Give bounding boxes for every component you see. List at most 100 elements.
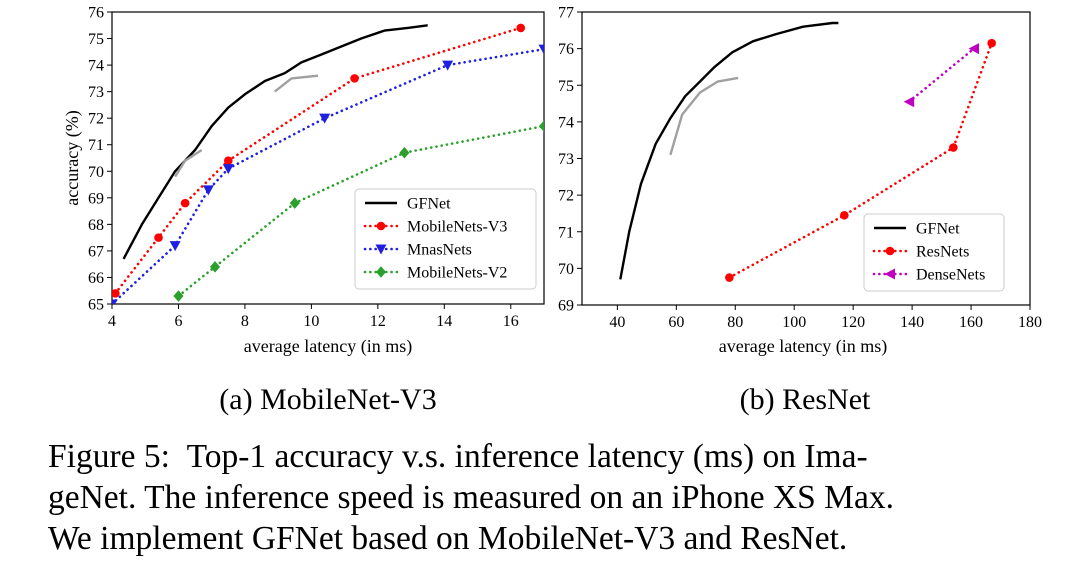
- panel-a-ytick-label: 71: [88, 137, 104, 154]
- panel-a-point-mnasnets: [169, 241, 181, 252]
- panel-a-ytick-label: 76: [88, 5, 104, 22]
- panel-a-legend-label-mnasnets: MnasNets: [407, 242, 472, 259]
- panel-a-ylabel: accuracy (%): [62, 110, 83, 205]
- panel-b-point-resnets: [725, 273, 734, 282]
- panel-a-point-mobilenets-v2: [539, 120, 544, 132]
- panel-a-xtick-label: 8: [241, 313, 249, 330]
- panel-a-series: [112, 23, 544, 304]
- panel-a-point-mobilenets-v2: [210, 261, 221, 273]
- panel-a-ytick-label: 73: [88, 84, 104, 101]
- figure-caption: Figure 5: Top-1 accuracy v.s. inference …: [48, 436, 1048, 559]
- panel-b-ytick-label: 69: [558, 298, 574, 315]
- panel-b-xtick-label: 160: [959, 314, 983, 331]
- panel-a-point-mobilenets-v3: [350, 74, 359, 83]
- panel-b-legend-box: [863, 213, 1005, 292]
- panel-b-series-line-gfnet-variant: [669, 76, 739, 156]
- panel-b-xtick-label: 80: [727, 314, 743, 331]
- caption-line-1-text: Top-1 accuracy v.s. inference latency (m…: [186, 438, 868, 475]
- caption-line-2: geNet. The inference speed is measured o…: [48, 479, 894, 516]
- panel-a-xtick-label: 10: [303, 313, 319, 330]
- panel-b-point-resnets: [987, 38, 996, 48]
- panel-b-legend-label-gfnet: GFNet: [916, 221, 960, 238]
- panel-b-series: [619, 21, 996, 282]
- panel-b-ytick-label: 76: [558, 41, 574, 58]
- panel-a-series-line-gfnet: [122, 24, 428, 260]
- caption-line-3: We implement GFNet based on MobileNet-V3…: [48, 520, 848, 557]
- panel-a-xtick-label: 4: [108, 313, 116, 330]
- panel-b-xlabel: average latency (in ms): [719, 336, 887, 357]
- panel-a-point-mobilenets-v2: [173, 290, 184, 302]
- panel-b-ytick-label: 73: [558, 151, 574, 168]
- panel-a-ytick-label: 72: [88, 111, 104, 128]
- panel-a-ytick-label: 75: [88, 31, 104, 48]
- panel-b-series-line-gfnet: [619, 21, 839, 280]
- panel-a-ytick-label: 68: [88, 217, 104, 234]
- panel-a-point-mobilenets-v2: [289, 197, 300, 209]
- panel-a-series-line-mobilenets-v3: [114, 26, 523, 295]
- panel-b-series-line-resnets: [728, 41, 994, 279]
- panel-a-subcaption: (a) MobileNet-V3: [219, 383, 436, 416]
- panel-b-ytick-label: 75: [558, 78, 574, 95]
- panel-b-point-densenets: [968, 43, 979, 55]
- panel-a-point-mobilenets-v3: [516, 23, 526, 33]
- panel-a-ytick-label: 74: [88, 58, 104, 75]
- panel-b-xtick-label: 180: [1018, 314, 1042, 331]
- panel-a-xtick-label: 12: [370, 313, 386, 330]
- panel-a-legend-marker-mobilenets-v2: [376, 266, 386, 278]
- panel-a-legend-label-mobilenets-v3: MobileNets-V3: [407, 219, 507, 236]
- panel-a-point-mnasnets: [319, 113, 331, 124]
- panel-a-ytick-label: 69: [88, 190, 104, 207]
- panel-b-ytick-label: 77: [558, 5, 574, 22]
- panel-a-point-mnasnets: [202, 185, 214, 196]
- panel-b-ytick-label: 72: [558, 188, 574, 205]
- panel-a-legend-marker-mnasnets: [375, 244, 387, 255]
- panel-a-point-mnasnets: [442, 60, 454, 71]
- caption-line-1: Figure 5: Top-1 accuracy v.s. inference …: [48, 436, 1048, 477]
- panel-b-point-resnets: [949, 143, 958, 152]
- panel-b-xtick-label: 60: [668, 314, 684, 331]
- panel-b-ytick-label: 71: [558, 224, 574, 241]
- panel-b-legend-label-densenets: DenseNets: [916, 267, 985, 284]
- panel-a-legend-marker-mobilenets-v3: [376, 221, 386, 231]
- panel-b-xtick-label: 40: [609, 314, 625, 331]
- panel-a-xlabel: average latency (in ms): [244, 336, 412, 357]
- panel-b-ticks: 40 60 80 100 120 140 160 180 69 70 71 72 73 74 75 76 77: [558, 5, 1042, 332]
- panel-a-ytick-label: 67: [88, 243, 104, 260]
- panel-b-series-line-densenets: [907, 47, 976, 103]
- panel-b-legend: GFNet ResNets DenseNets: [863, 213, 1005, 292]
- panel-a-point-mobilenets-v3: [180, 198, 190, 208]
- panel-b-xtick-label: 100: [782, 314, 806, 331]
- panel-a-point-mobilenets-v2: [399, 146, 410, 159]
- panel-b-resnet: 40 60 80 100 120 140 160 180697071727374757677 …: [558, 5, 1042, 417]
- panel-a-point-mobilenets-v3: [112, 289, 120, 298]
- panel-a-point-mobilenets-v3: [224, 156, 233, 165]
- panel-a-point-mnasnets: [538, 44, 544, 55]
- panel-b-legend-marker-resnets: [885, 246, 895, 256]
- panel-a-axes-frame: [111, 11, 545, 305]
- panel-a-ytick-label: 66: [88, 270, 104, 287]
- panel-a-legend: GFNet MobileNets-V3 MnasNets MobileNets-V2: [354, 188, 537, 290]
- panel-b-point-densenets: [903, 96, 915, 108]
- panel-a-ytick-label: 70: [88, 164, 104, 181]
- panel-b-subcaption: (b) ResNet: [740, 383, 871, 416]
- panel-a-xtick-label: 16: [503, 313, 519, 330]
- panel-a-point-mobilenets-v3: [154, 233, 163, 242]
- panel-b-legend-label-resnets: ResNets: [916, 244, 969, 261]
- panel-a-series-line-gfnet-variant: [174, 148, 203, 178]
- panel-a-xtick-label: 14: [436, 313, 452, 330]
- panel-a-xtick-label: 6: [174, 313, 182, 330]
- panel-a-point-mnasnets: [222, 164, 234, 175]
- panel-b-xtick-label: 140: [900, 314, 924, 331]
- panel-b-ytick-label: 74: [558, 114, 574, 131]
- panel-b-xtick-label: 120: [841, 314, 865, 331]
- panel-a-series-line-gfnet-variant: [274, 74, 319, 93]
- panel-b-ytick-label: 70: [558, 261, 574, 278]
- caption-figure-label: Figure 5:: [48, 438, 170, 475]
- panel-b-point-resnets: [840, 210, 849, 220]
- panel-a-legend-box: [354, 188, 537, 290]
- panel-a-point-mnasnets: [112, 299, 118, 304]
- panel-b-legend-marker-densenets: [884, 268, 895, 280]
